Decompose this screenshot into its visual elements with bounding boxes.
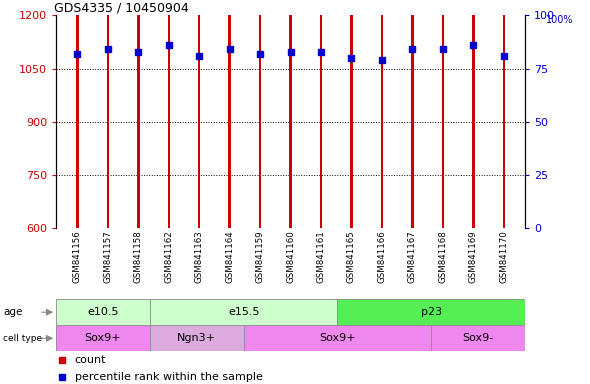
Text: GSM841163: GSM841163 xyxy=(195,230,204,283)
Text: GSM841161: GSM841161 xyxy=(316,230,326,283)
Text: 100%: 100% xyxy=(546,15,573,25)
Text: GSM841156: GSM841156 xyxy=(73,230,82,283)
Text: GSM841164: GSM841164 xyxy=(225,230,234,283)
Bar xyxy=(337,299,525,325)
Text: GSM841166: GSM841166 xyxy=(378,230,386,283)
Text: GSM841160: GSM841160 xyxy=(286,230,295,283)
Text: Sox9-: Sox9- xyxy=(463,333,494,343)
Bar xyxy=(137,0,139,228)
Bar xyxy=(431,325,525,351)
Bar xyxy=(56,299,150,325)
Text: GDS4335 / 10450904: GDS4335 / 10450904 xyxy=(54,1,188,14)
Text: Sox9+: Sox9+ xyxy=(84,333,122,343)
Bar xyxy=(289,0,292,228)
Text: age: age xyxy=(3,307,22,317)
Bar xyxy=(150,325,244,351)
Bar xyxy=(472,0,474,228)
Bar xyxy=(168,0,170,228)
Text: GSM841169: GSM841169 xyxy=(469,230,478,283)
Bar xyxy=(107,0,109,228)
Bar xyxy=(198,0,201,228)
Bar xyxy=(503,0,505,228)
Bar xyxy=(76,0,78,228)
Text: Sox9+: Sox9+ xyxy=(319,333,356,343)
Text: cell type: cell type xyxy=(3,334,42,343)
Text: e15.5: e15.5 xyxy=(228,307,260,317)
Bar xyxy=(150,299,337,325)
Bar xyxy=(350,0,353,228)
Text: GSM841159: GSM841159 xyxy=(255,230,265,283)
Text: GSM841157: GSM841157 xyxy=(103,230,112,283)
Bar xyxy=(411,0,414,228)
Text: GSM841167: GSM841167 xyxy=(408,230,417,283)
Text: count: count xyxy=(75,356,106,366)
Text: GSM841165: GSM841165 xyxy=(347,230,356,283)
Text: GSM841168: GSM841168 xyxy=(438,230,447,283)
Bar xyxy=(320,0,322,228)
Bar xyxy=(244,325,431,351)
Bar xyxy=(381,0,383,228)
Bar xyxy=(259,0,261,228)
Text: percentile rank within the sample: percentile rank within the sample xyxy=(75,372,263,382)
Bar xyxy=(442,0,444,228)
Bar xyxy=(228,0,231,228)
Text: e10.5: e10.5 xyxy=(87,307,119,317)
Bar xyxy=(56,325,150,351)
Text: GSM841162: GSM841162 xyxy=(164,230,173,283)
Text: Ngn3+: Ngn3+ xyxy=(177,333,217,343)
Text: p23: p23 xyxy=(421,307,442,317)
Text: GSM841170: GSM841170 xyxy=(499,230,508,283)
Text: GSM841158: GSM841158 xyxy=(134,230,143,283)
